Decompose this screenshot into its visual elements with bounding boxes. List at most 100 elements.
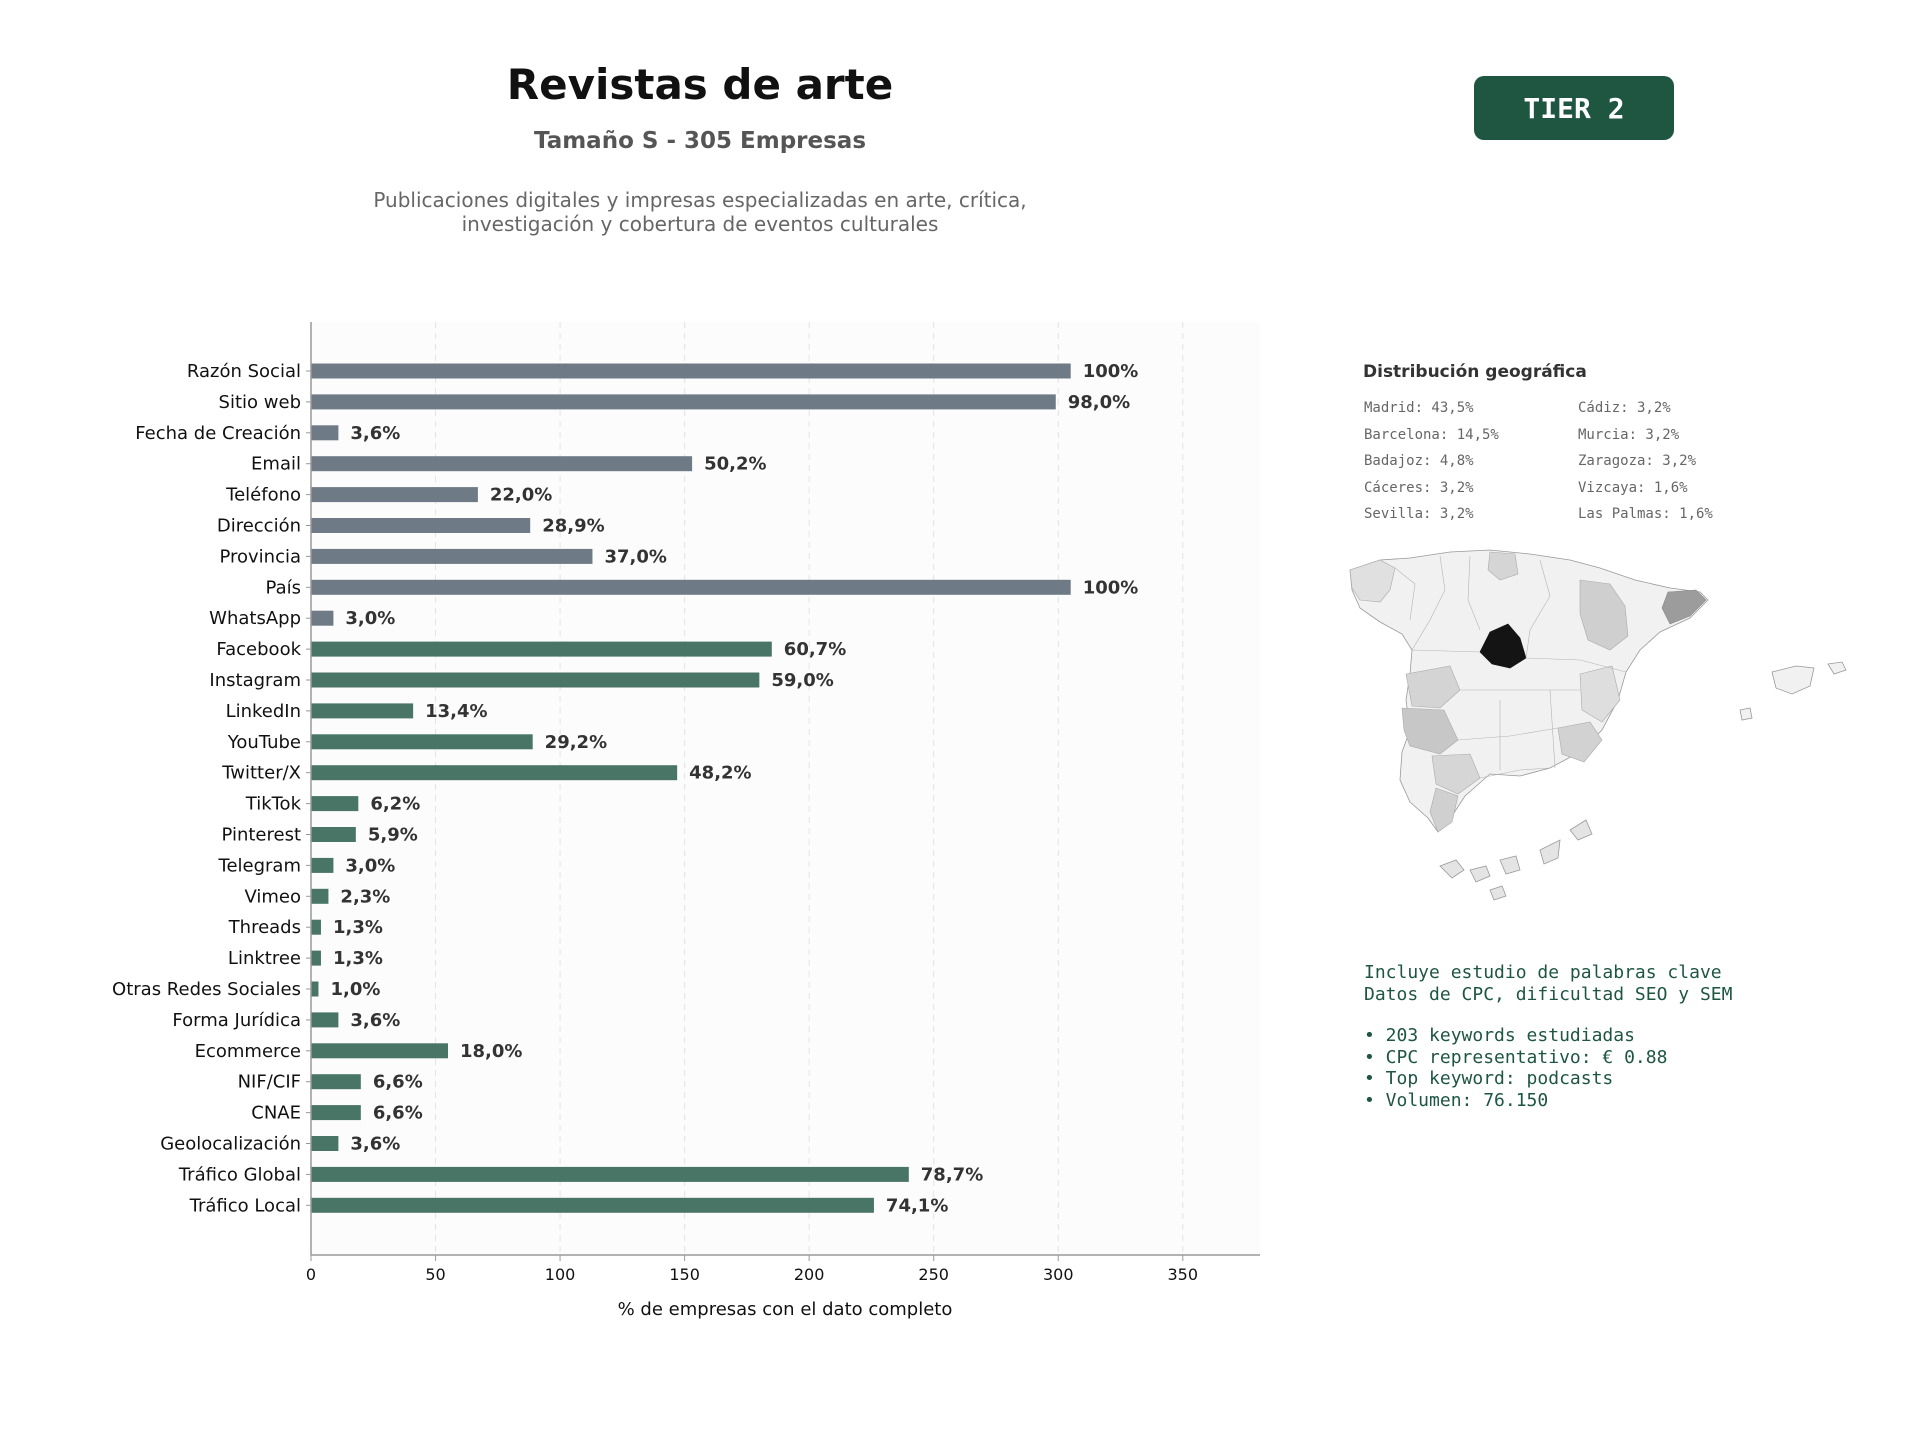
x-tick-label: 250 <box>918 1265 949 1284</box>
map-region-caceres <box>1405 665 1461 709</box>
map-region-barcelona <box>1661 589 1707 625</box>
value-label: 60,7% <box>784 639 846 660</box>
map-canary-islands <box>1439 819 1593 901</box>
category-label: Sitio web <box>219 392 301 413</box>
value-label: 22,0% <box>490 485 552 506</box>
value-label: 18,0% <box>460 1041 522 1062</box>
geo-item: Badajoz: 4,8% <box>1364 453 1474 469</box>
geo-item: Las Palmas: 1,6% <box>1578 506 1713 522</box>
geo-item: Cáceres: 3,2% <box>1364 480 1474 496</box>
category-label: Otras Redes Sociales <box>112 979 301 1000</box>
category-label: Ecommerce <box>195 1041 301 1062</box>
x-tick-label: 150 <box>669 1265 700 1284</box>
map-region-vizcaya <box>1487 551 1519 581</box>
value-label: 1,3% <box>333 917 383 938</box>
category-label: Facebook <box>216 639 301 660</box>
grid-lines <box>435 322 1184 1255</box>
value-label: 3,6% <box>350 423 400 444</box>
category-label: NIF/CIF <box>238 1072 301 1093</box>
x-tick-label: 300 <box>1043 1265 1074 1284</box>
plot-background <box>311 322 1260 1255</box>
seo-info: Incluye estudio de palabras clave Datos … <box>1364 962 1732 1111</box>
bar <box>311 1074 361 1090</box>
category-label: Teléfono <box>225 485 301 506</box>
bar <box>311 734 533 750</box>
value-labels: 100% 98,0% 3,6% 50,2% 22,0% 28,9%37,0% 100% 3,0… <box>330 361 1138 1216</box>
x-tick-label: 100 <box>545 1265 576 1284</box>
bar <box>311 518 531 533</box>
value-label: 3,0% <box>345 608 395 629</box>
bar <box>311 888 329 904</box>
map-balearic-islands <box>1771 665 1815 695</box>
map-mainland <box>1349 549 1709 833</box>
bar <box>311 425 339 441</box>
category-label: Email <box>251 454 301 475</box>
map-region-cadiz <box>1429 787 1459 833</box>
value-label: 6,6% <box>373 1072 423 1093</box>
bar <box>311 672 760 688</box>
category-label: País <box>266 577 301 598</box>
bars <box>311 363 1071 1213</box>
value-label: 1,3% <box>333 948 383 969</box>
page-description: Publicaciones digitales y impresas espec… <box>300 188 1100 236</box>
map-ibiza <box>1739 707 1753 721</box>
value-label: 50,2% <box>704 454 766 475</box>
seo-bullet: • CPC representativo: € 0.88 <box>1364 1046 1668 1068</box>
category-label: Dirección <box>217 516 301 537</box>
bar <box>311 1136 339 1151</box>
seo-line-1: Incluye estudio de palabras clave <box>1364 962 1722 983</box>
bar <box>311 1012 339 1028</box>
x-tick-label: 200 <box>794 1265 825 1284</box>
value-label: 5,9% <box>368 825 418 846</box>
category-label: YouTube <box>227 732 301 753</box>
seo-line-2: Datos de CPC, dificultad SEO y SEM <box>1364 983 1733 1005</box>
value-label: 37,0% <box>604 546 666 567</box>
value-label: 74,1% <box>886 1195 948 1216</box>
value-label: 78,7% <box>921 1164 983 1185</box>
bar <box>311 1105 361 1121</box>
bar <box>311 487 478 503</box>
category-label: Provincia <box>219 546 301 567</box>
value-label: 13,4% <box>425 701 487 722</box>
bar <box>311 579 1071 595</box>
bar <box>311 703 414 719</box>
bar <box>311 1197 874 1213</box>
bar <box>311 765 678 781</box>
bar <box>311 827 356 842</box>
map-region-murcia <box>1557 721 1603 763</box>
category-label: Tráfico Global <box>178 1164 301 1185</box>
value-label: 100% <box>1083 361 1139 382</box>
category-label: Threads <box>228 917 301 938</box>
geo-item: Murcia: 3,2% <box>1578 427 1680 443</box>
map-region-valencia <box>1579 665 1621 723</box>
map-borders <box>1394 555 1627 779</box>
x-tick-label: 0 <box>306 1265 316 1284</box>
category-label: Forma Jurídica <box>172 1010 301 1031</box>
category-label: Tráfico Local <box>189 1195 301 1216</box>
page-title: Revistas de arte <box>506 60 894 109</box>
bar <box>311 796 359 812</box>
bar <box>311 1166 909 1182</box>
map-region-madrid <box>1479 623 1527 669</box>
value-label: 59,0% <box>771 670 833 691</box>
seo-bullet: • Volumen: 76.150 <box>1364 1089 1549 1111</box>
value-label: 3,6% <box>350 1010 400 1031</box>
geo-item: Madrid: 43,5% <box>1364 400 1474 416</box>
category-label: Telegram <box>218 855 301 876</box>
spain-map <box>1349 549 1847 901</box>
geo-item: Zaragoza: 3,2% <box>1578 453 1697 469</box>
value-label: 28,9% <box>542 516 604 537</box>
category-label: Geolocalización <box>160 1134 301 1155</box>
seo-bullet: • Top keyword: podcasts <box>1364 1068 1614 1089</box>
seo-bullet: • 203 keywords estudiadas <box>1364 1025 1635 1046</box>
map-region-sevilla <box>1431 753 1481 795</box>
value-label: 3,6% <box>350 1134 400 1155</box>
category-label: Linktree <box>228 948 301 969</box>
value-label: 98,0% <box>1068 392 1130 413</box>
value-label: 2,3% <box>340 886 390 907</box>
value-label: 100% <box>1083 577 1139 598</box>
bar <box>311 1043 448 1059</box>
category-label: Twitter/X <box>221 763 301 784</box>
map-region-galicia <box>1349 559 1396 603</box>
geo-item: Barcelona: 14,5% <box>1364 427 1499 443</box>
